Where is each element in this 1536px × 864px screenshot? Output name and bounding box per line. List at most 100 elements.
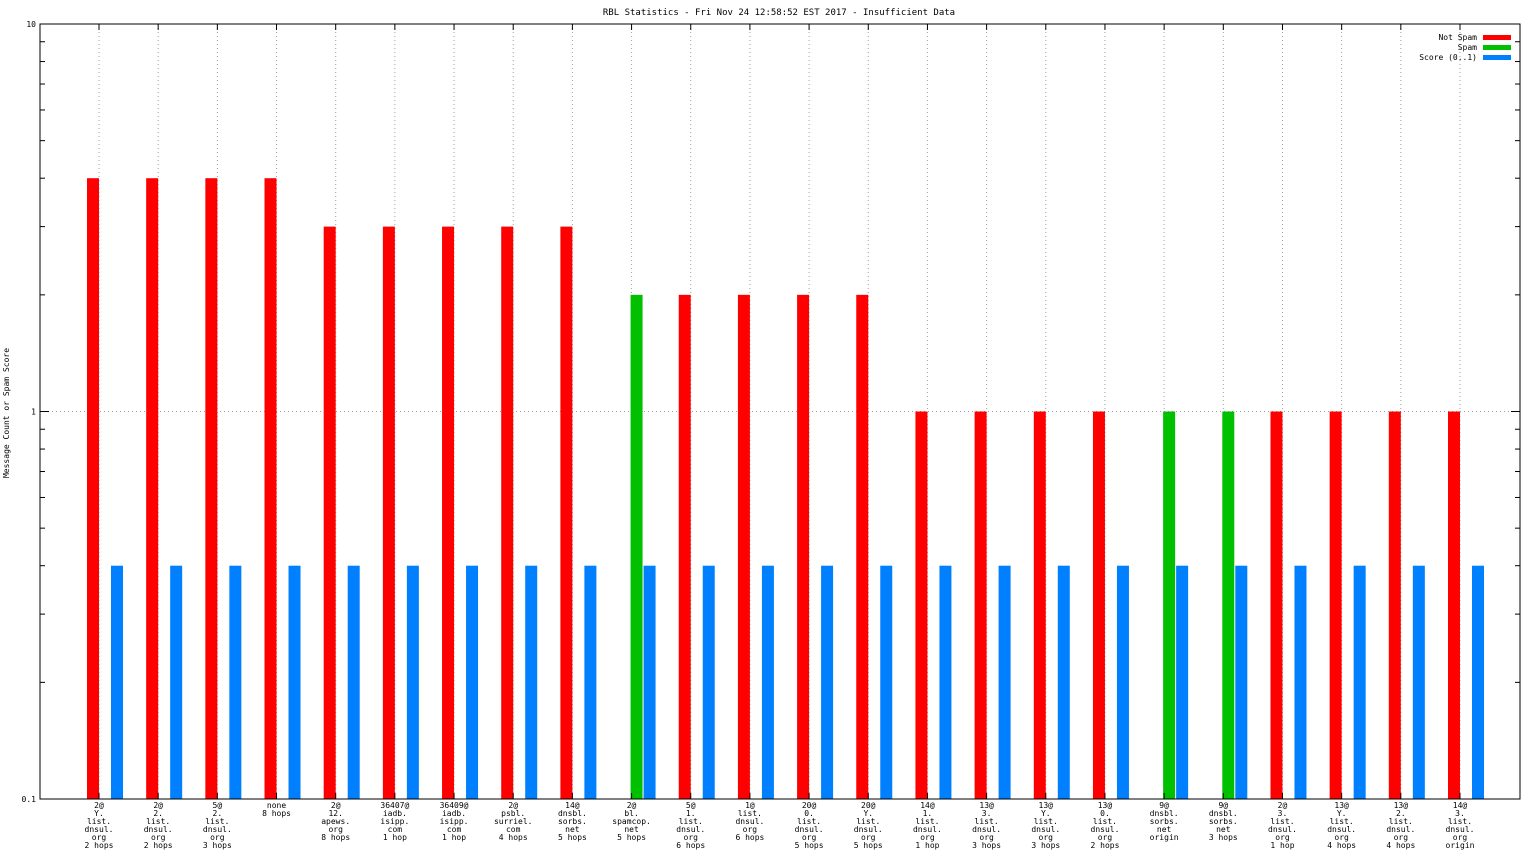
bar-score [525, 565, 538, 799]
x-tick-label: isipp. [440, 817, 469, 826]
x-tick-label: com [388, 825, 403, 834]
bar-not-spam [442, 226, 455, 800]
bar-not-spam [1270, 411, 1283, 799]
chart-title: RBL Statistics - Fri Nov 24 12:58:52 EST… [603, 8, 955, 18]
bar-score [821, 565, 834, 799]
bar-not-spam [264, 178, 277, 799]
x-tick-label: 0. [1100, 809, 1110, 818]
x-tick-label: dnsul. [1091, 825, 1120, 834]
x-tick-label: 5 hops [617, 833, 646, 842]
x-tick-label: net [1216, 825, 1231, 834]
x-tick-label: spamcop. [612, 817, 651, 826]
x-tick-label: iadb. [442, 809, 466, 818]
x-tick-label: dnsul. [676, 825, 705, 834]
x-tick-label: 1 hop [383, 833, 407, 842]
bar-score [406, 565, 419, 799]
x-tick-label: 3. [1455, 809, 1465, 818]
x-tick-label: 6 hops [735, 833, 764, 842]
x-tick-label: dnsul. [85, 825, 114, 834]
x-tick-label: 1 hop [442, 833, 466, 842]
x-tick-label: dnsul. [1446, 825, 1475, 834]
bar-score [1353, 565, 1366, 799]
x-tick-label: org [861, 833, 876, 842]
bar-score [761, 565, 774, 799]
bar-not-spam [205, 178, 218, 799]
x-tick-label: 3 hops [203, 841, 232, 850]
x-tick-label: 5 hops [854, 841, 883, 850]
x-tick-label: 0. [804, 809, 814, 818]
x-tick-label: 13@ [979, 801, 994, 810]
x-tick-label: 1 hop [915, 841, 939, 850]
bar-score [288, 565, 301, 799]
x-tick-label: dnsul. [795, 825, 824, 834]
x-tick-label: bl. [624, 809, 638, 818]
x-tick-label: 6 hops [676, 841, 705, 850]
x-tick-label: 2. [1396, 809, 1406, 818]
x-tick-label: list. [1034, 817, 1058, 826]
x-tick-label: dnsul. [1268, 825, 1297, 834]
bar-not-spam [737, 294, 750, 799]
x-tick-label: list. [87, 817, 111, 826]
x-tick-label: org [1275, 833, 1290, 842]
x-tick-label: 1 hop [1270, 841, 1294, 850]
x-tick-label: 13@ [1394, 801, 1409, 810]
bar-spam [1163, 411, 1176, 799]
x-tick-label: dnsul. [144, 825, 173, 834]
bar-not-spam [501, 226, 514, 800]
bar-not-spam [797, 294, 810, 799]
bar-score [347, 565, 360, 799]
axes-group: 10 1 0.1 [22, 20, 1521, 804]
x-tick-label: sorbs. [1150, 817, 1179, 826]
x-tick-label: 3 hops [1209, 833, 1238, 842]
x-tick-label: org [802, 833, 817, 842]
x-tick-label: 36409@ [440, 801, 469, 810]
legend-label: Score (0..1) [1419, 53, 1477, 62]
x-tick-label: Y. [94, 809, 104, 818]
bar-not-spam [678, 294, 691, 799]
x-tick-label: list. [915, 817, 939, 826]
bar-not-spam [87, 178, 99, 799]
x-tick-label: org [210, 833, 225, 842]
grid-lines [40, 24, 1520, 799]
legend-label: Spam [1458, 43, 1477, 52]
bar-score [643, 565, 656, 799]
x-tick-label: list. [797, 817, 821, 826]
bar-not-spam [1033, 411, 1046, 799]
x-tick-label: 5@ [213, 801, 223, 810]
x-tick-label: 4 hops [1327, 841, 1356, 850]
x-tick-label: 5@ [686, 801, 696, 810]
x-tick-label: dnsul. [913, 825, 942, 834]
bar-score [466, 565, 479, 799]
x-tick-label: dnsul. [1327, 825, 1356, 834]
bars-group [87, 178, 1484, 800]
x-tick-label: org [151, 833, 166, 842]
x-tick-label: list. [146, 817, 170, 826]
bar-score [170, 565, 183, 799]
x-tick-label: list. [205, 817, 229, 826]
y-tick-label: 10 [26, 20, 36, 29]
x-tick-label: 8 hops [321, 833, 350, 842]
x-tick-label: dnsul. [1386, 825, 1415, 834]
x-tick-label: org [1098, 833, 1113, 842]
bar-not-spam [560, 226, 573, 800]
y-axis-label: Message Count or Spam Score [2, 348, 11, 478]
x-tick-label: 13@ [1098, 801, 1113, 810]
bar-score [998, 565, 1011, 799]
x-tick-label: list. [975, 817, 999, 826]
x-tick-label: 3. [982, 809, 992, 818]
legend-swatch [1483, 55, 1511, 60]
y-tick-label: 1 [31, 408, 36, 417]
bar-score [1472, 565, 1484, 799]
bar-score [229, 565, 242, 799]
bar-score [702, 565, 715, 799]
x-tick-label: 36407@ [380, 801, 409, 810]
x-tick-label: 2@ [94, 801, 104, 810]
x-tick-label: 14@ [1453, 801, 1468, 810]
x-tick-label: sorbs. [558, 817, 587, 826]
x-tick-label: psbl. [501, 809, 525, 818]
x-tick-label: Y. [1041, 809, 1051, 818]
x-tick-label: 9@ [1218, 801, 1228, 810]
x-tick-label: list. [1389, 817, 1413, 826]
